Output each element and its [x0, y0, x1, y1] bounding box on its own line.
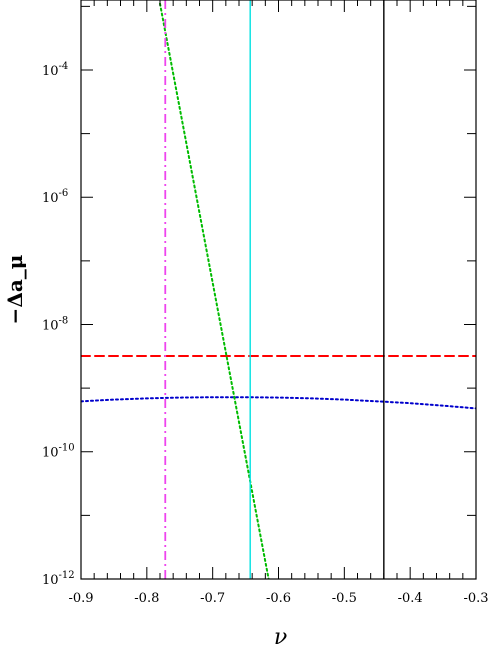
axes-group	[80, 0, 477, 580]
series-group	[81, 0, 476, 579]
x-tick-label: -0.5	[332, 591, 357, 606]
x-tick-label: -0.3	[463, 591, 488, 606]
y-tick-label: 10-4	[42, 61, 68, 79]
x-tick-label: -0.9	[68, 591, 93, 606]
y-tick-label: 10-8	[42, 315, 68, 333]
x-axis-label: ν	[274, 625, 287, 650]
x-tick-label: -0.7	[200, 591, 225, 606]
series-line-1	[81, 396, 476, 410]
x-tick-label: -0.8	[134, 591, 159, 606]
y-tick-label: 10-10	[42, 443, 75, 461]
plot-frame	[80, 0, 477, 580]
x-tick-label: -0.4	[398, 591, 423, 606]
labels-group: -0.9 -0.8 -0.7 -0.6 -0.5 -0.4 -0.3 10-4 10-6 10-8…	[3, 61, 489, 650]
y-axis-label: −Δa_μ	[3, 255, 27, 325]
x-tick-label: -0.6	[266, 591, 291, 606]
y-tick-label: 10-12	[42, 570, 75, 588]
y-tick-label: 10-6	[42, 188, 68, 206]
series-line-2	[159, 2, 270, 579]
